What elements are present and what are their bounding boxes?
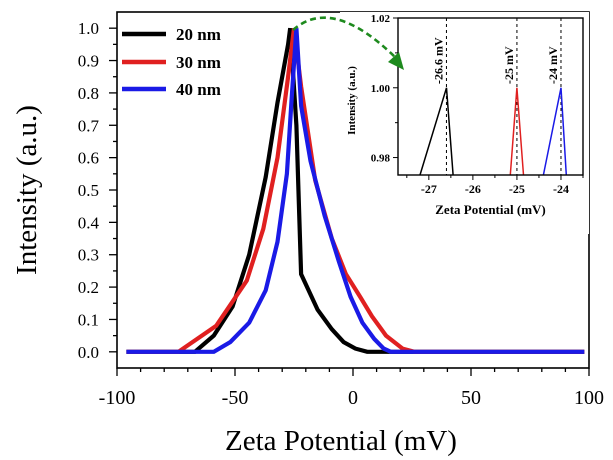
inset-background — [340, 12, 589, 234]
series-line-40-nm — [126, 28, 585, 354]
y-tick-label: 0.9 — [78, 52, 99, 71]
callout-dashed-curve — [292, 16, 399, 61]
inset-series-line-40-nm — [542, 87, 568, 176]
inset-x-axis-title: Zeta Potential (mV) — [435, 202, 545, 217]
x-tick-label: 0 — [348, 387, 358, 409]
y-tick-label: 0.0 — [78, 343, 99, 362]
annotation-label: -26.6 mV — [431, 37, 445, 84]
legend-label: 40 nm — [176, 80, 221, 99]
annotation-label: -25 mV — [502, 46, 516, 84]
inset-y-tick-label: 1.02 — [371, 13, 391, 25]
callout-arrowhead — [388, 52, 404, 70]
inset-y-tick-label: 1.00 — [371, 83, 391, 95]
inset-series-line-20-nm — [419, 87, 454, 176]
inset-x-tick-label: -26 — [465, 182, 481, 196]
annotation-label: -24 mV — [546, 46, 560, 84]
y-tick-label: 0.7 — [78, 116, 100, 135]
inset-series-line-30-nm — [509, 87, 525, 176]
y-tick-label: 0.3 — [78, 246, 99, 265]
inset-x-tick-label: -27 — [421, 182, 437, 196]
y-tick-label: 0.6 — [78, 149, 99, 168]
inset-frame — [397, 17, 584, 176]
y-tick-label: 0.2 — [78, 278, 99, 297]
legend-label: 30 nm — [176, 53, 221, 72]
main-chart: -100 -50 0 50 100 0.0 0.1 0.2 0.3 0.4 0.5 0.6 0.7 0.8… — [11, 11, 604, 457]
inset-x-tick-label: -24 — [553, 182, 569, 196]
legend-label: 20 nm — [176, 25, 221, 44]
y-tick-label: 0.5 — [78, 181, 99, 200]
x-tick-label: 100 — [574, 387, 604, 409]
inset-chart: -27 -26 -25 -24 0.98 1.00 1.02 Zeta Potential (… — [340, 12, 589, 234]
y-tick-label: 0.4 — [78, 213, 100, 232]
inset-y-tick-label: 0.98 — [371, 153, 391, 165]
callout-arrow — [292, 16, 404, 70]
y-tick-label: 0.1 — [78, 310, 99, 329]
y-axis-title: Intensity (a.u.) — [11, 105, 43, 275]
inset-x-tick-label: -25 — [509, 182, 525, 196]
x-tick-label: 50 — [461, 387, 481, 409]
x-tick-label: -50 — [222, 387, 249, 409]
x-tick-label: -100 — [99, 387, 136, 409]
y-tick-label: 0.8 — [78, 84, 99, 103]
inset-y-axis-title: Intensity (a.u.) — [346, 66, 358, 135]
series-line-30-nm — [126, 27, 585, 354]
y-tick-label: 1.0 — [78, 19, 99, 38]
x-axis-title: Zeta Potential (mV) — [225, 425, 457, 457]
